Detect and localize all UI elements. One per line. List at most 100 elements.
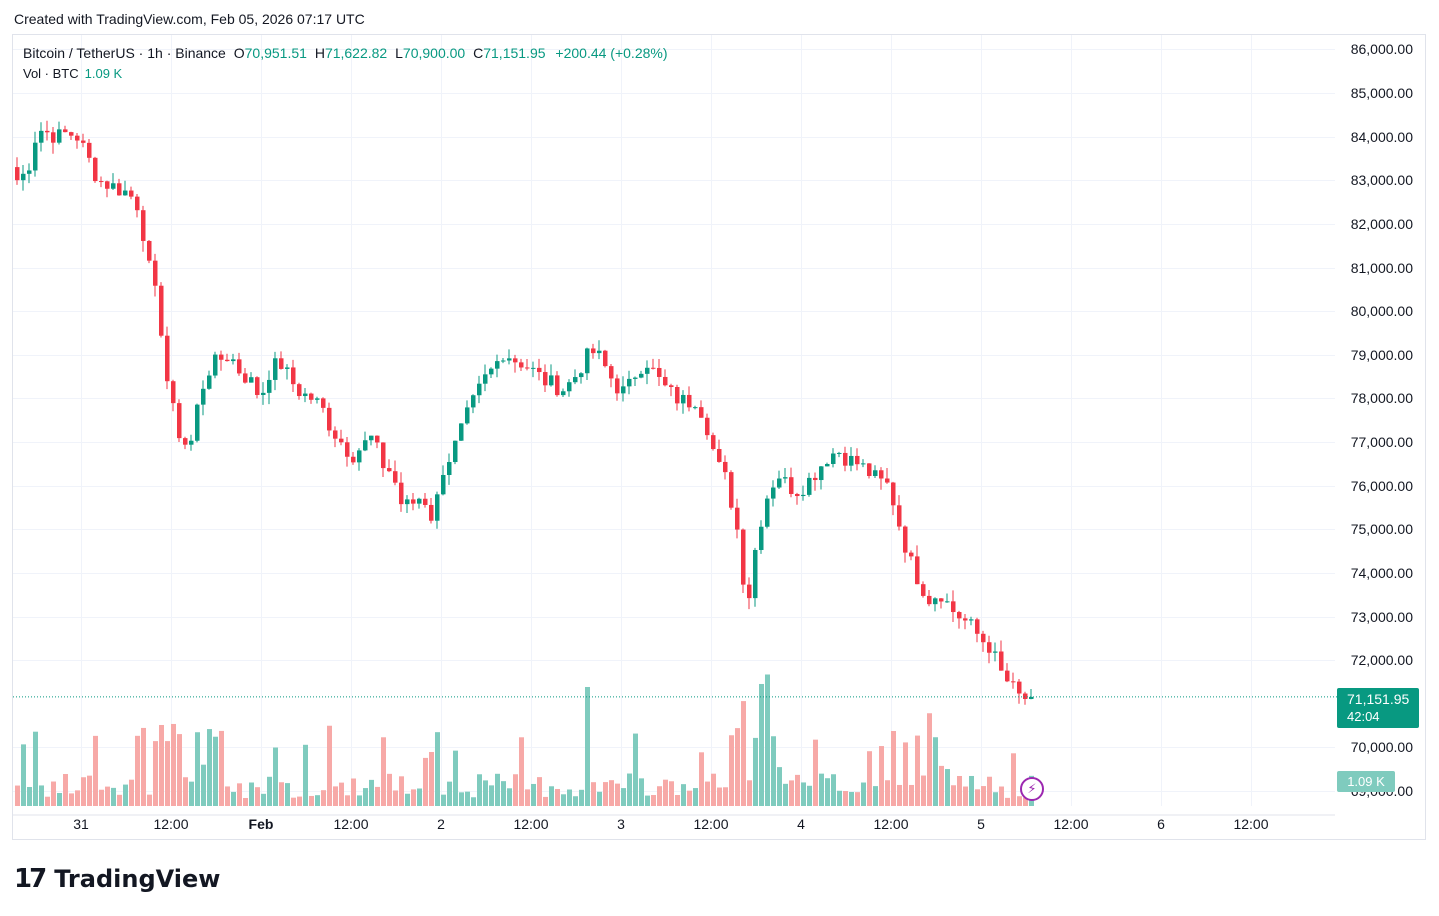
volume-bar	[315, 795, 320, 806]
volume-bar	[213, 736, 218, 806]
candle-body	[381, 442, 386, 469]
x-tick-label: 12:00	[1053, 816, 1088, 832]
volume-bar	[363, 788, 368, 806]
y-tick-label: 79,000.00	[1351, 347, 1413, 363]
symbol-label[interactable]: Bitcoin / TetherUS · 1h · Binance	[23, 45, 226, 61]
volume-bar	[561, 794, 566, 806]
volume-bar	[519, 737, 524, 806]
volume-bar	[435, 732, 440, 806]
candle-body	[375, 435, 380, 443]
volume-bar	[171, 723, 176, 806]
candle-body	[843, 452, 848, 466]
volume-bar	[453, 750, 458, 806]
y-tick-label: 70,000.00	[1351, 739, 1413, 755]
volume-bar	[669, 781, 674, 806]
volume-bar	[255, 787, 260, 806]
low-value: 70,900.00	[402, 45, 466, 61]
open-value: 70,951.51	[244, 45, 307, 61]
volume-bar	[141, 727, 146, 806]
candle-body	[831, 453, 836, 464]
volume-bar	[783, 783, 788, 806]
candle-body	[561, 391, 566, 396]
candle-body	[867, 463, 872, 477]
volume-bar	[987, 776, 992, 806]
candle-body	[411, 499, 416, 504]
volume-bar	[921, 775, 926, 806]
candle-body	[735, 507, 740, 530]
candle-body	[825, 463, 830, 467]
high-value: 71,622.82	[324, 45, 388, 61]
candle-body	[495, 361, 500, 369]
candle-body	[393, 471, 398, 483]
candle-body	[705, 417, 710, 436]
volume-bar	[687, 790, 692, 806]
candle-body	[261, 392, 266, 395]
candle-body	[285, 367, 290, 369]
candle-body	[15, 167, 20, 181]
volume-bar	[75, 790, 80, 806]
candle-body	[765, 498, 770, 527]
candle-body	[213, 354, 218, 376]
candle-body	[273, 358, 278, 380]
candle-body	[909, 552, 914, 557]
volume-bar	[21, 744, 26, 806]
volume-bar	[855, 792, 860, 806]
candle-body	[123, 190, 128, 196]
candle-body	[207, 375, 212, 389]
volume-bar	[459, 792, 464, 806]
candle-body	[195, 404, 200, 441]
candle-body	[147, 240, 152, 261]
volume-bar	[597, 791, 602, 806]
volume-bar	[501, 781, 506, 806]
volume-bar	[129, 779, 134, 806]
candle-body	[915, 556, 920, 585]
candle-body	[501, 360, 506, 362]
volume-bar	[441, 794, 446, 806]
lightning-icon[interactable]: ⚡	[1020, 777, 1044, 801]
candle-body	[27, 170, 32, 174]
candle-body	[585, 348, 590, 374]
candle-body	[417, 498, 422, 504]
candle-body	[795, 493, 800, 497]
volume-bar	[867, 751, 872, 806]
volume-bar	[603, 782, 608, 806]
candle-body	[435, 494, 440, 521]
candle-body	[771, 487, 776, 499]
volume-bar	[861, 782, 866, 806]
volume-bar	[585, 686, 590, 806]
volume-bar	[231, 791, 236, 806]
candle-body	[219, 354, 224, 360]
volume-label[interactable]: Vol · BTC	[23, 66, 79, 81]
change-value: +200.44 (+0.28%)	[555, 45, 668, 61]
candle-body	[189, 440, 194, 445]
candle-body	[441, 474, 446, 495]
candle-body	[279, 358, 284, 369]
volume-bar	[177, 734, 182, 806]
volume-bar	[837, 790, 842, 806]
candle-body	[21, 173, 26, 181]
volume-bar	[795, 774, 800, 806]
volume-bar	[429, 751, 434, 806]
candle-body	[369, 435, 374, 441]
candle-body	[483, 374, 488, 384]
volume-bar	[411, 789, 416, 806]
volume-bar	[717, 787, 722, 806]
volume-bar	[657, 786, 662, 806]
candle-body	[993, 651, 998, 653]
volume-bar	[51, 781, 56, 806]
candle-body	[525, 367, 530, 369]
volume-bar	[513, 774, 518, 806]
volume-bar	[819, 773, 824, 806]
volume-bar	[15, 785, 20, 806]
volume-bar	[645, 795, 650, 806]
candle-body	[321, 398, 326, 408]
volume-bar	[483, 780, 488, 806]
candle-body	[933, 598, 938, 605]
volume-bar	[153, 741, 158, 806]
candle-body	[711, 435, 716, 450]
candle-body	[249, 377, 254, 383]
volume-bar	[939, 765, 944, 806]
volume-bar	[45, 796, 50, 806]
volume-bar	[879, 746, 884, 806]
